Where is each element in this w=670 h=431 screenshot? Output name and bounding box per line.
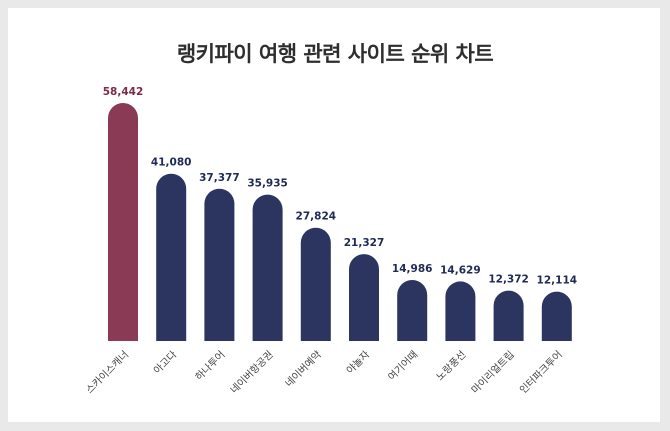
bar-1: [108, 103, 138, 341]
category-label-6: 야놀자: [344, 349, 372, 377]
value-label-9: 12,372: [488, 274, 529, 286]
category-label-8: 노랑풍선: [434, 349, 469, 384]
value-label-4: 35,935: [247, 178, 288, 190]
bar-8: [445, 281, 476, 341]
value-label-1: 58,442: [103, 86, 144, 98]
category-label-7: 여기어때: [386, 349, 421, 384]
bar-9: [493, 290, 524, 341]
value-label-5: 27,824: [296, 211, 337, 223]
bar-2: [156, 173, 187, 341]
bar-3: [204, 188, 235, 341]
category-label-4: 네이버항공권: [228, 349, 276, 397]
category-label-5: 네이버예약: [283, 349, 324, 390]
bar-5: [300, 227, 331, 341]
category-label-10: 인터파크투어: [517, 349, 565, 397]
value-label-6: 21,327: [344, 237, 385, 249]
bar-10: [541, 291, 572, 341]
bar-4: [252, 194, 283, 341]
category-label-2: 아고다: [151, 349, 179, 377]
category-label-3: 하나투어: [192, 348, 227, 383]
category-label-1: 스카이스캐너: [84, 349, 132, 397]
value-label-3: 37,377: [199, 172, 240, 184]
value-label-10: 12,114: [537, 275, 578, 287]
bar-7: [397, 279, 428, 341]
chart-title: 랭키파이 여행 관련 사이트 순위 차트: [176, 42, 494, 66]
value-label-8: 14,629: [440, 264, 481, 276]
value-label-2: 41,080: [151, 157, 192, 169]
value-label-7: 14,986: [392, 263, 433, 275]
category-label-9: 마이리얼트립: [468, 348, 516, 396]
bar-6: [349, 254, 379, 341]
